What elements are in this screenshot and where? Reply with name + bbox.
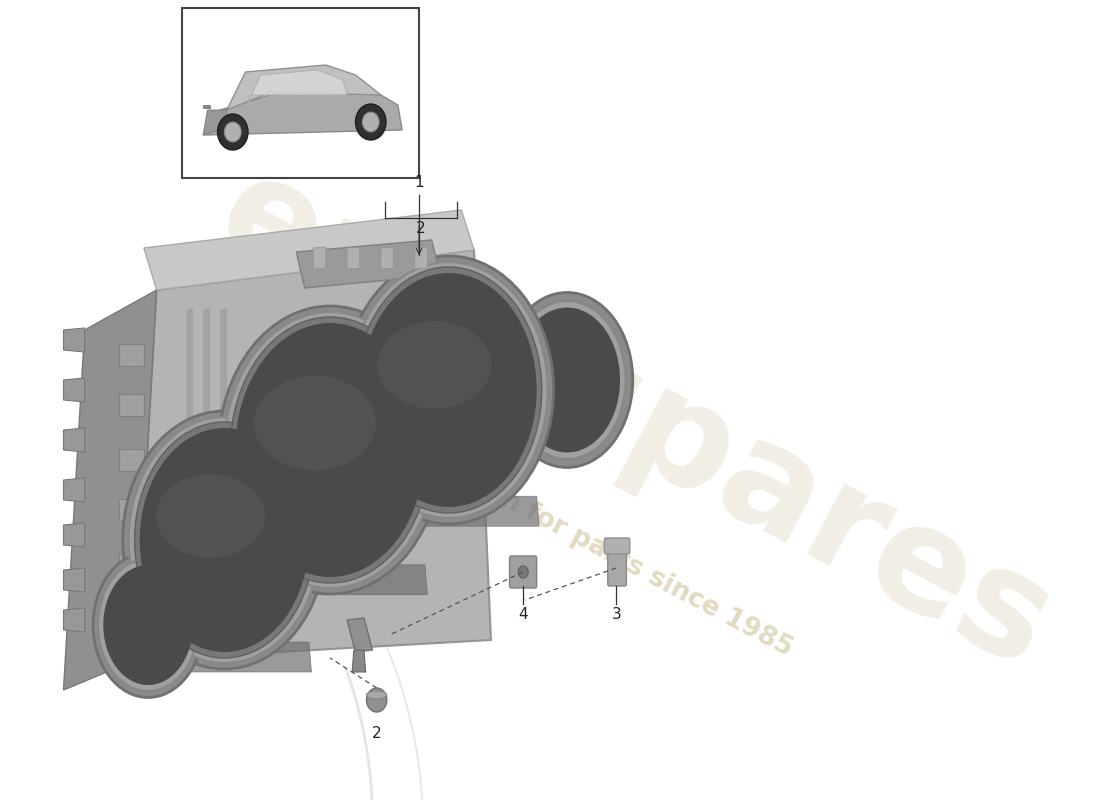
Ellipse shape <box>140 428 309 652</box>
Polygon shape <box>119 394 144 416</box>
Ellipse shape <box>514 307 620 453</box>
Polygon shape <box>64 478 85 502</box>
Text: 2: 2 <box>372 726 382 741</box>
Polygon shape <box>119 554 144 576</box>
Polygon shape <box>348 247 360 269</box>
Circle shape <box>224 122 241 142</box>
Polygon shape <box>352 650 365 672</box>
Ellipse shape <box>366 691 387 699</box>
Polygon shape <box>64 290 156 690</box>
Circle shape <box>218 114 248 150</box>
Ellipse shape <box>129 417 320 663</box>
Polygon shape <box>144 210 474 290</box>
Polygon shape <box>204 308 210 422</box>
Ellipse shape <box>350 262 548 518</box>
Circle shape <box>518 566 528 578</box>
Polygon shape <box>381 247 394 269</box>
Ellipse shape <box>377 322 492 409</box>
Polygon shape <box>233 565 428 594</box>
Polygon shape <box>204 110 227 135</box>
Ellipse shape <box>224 312 436 588</box>
Polygon shape <box>220 308 227 422</box>
Polygon shape <box>314 247 326 269</box>
FancyBboxPatch shape <box>608 544 626 586</box>
Text: 2: 2 <box>416 221 426 236</box>
Polygon shape <box>119 499 144 521</box>
Polygon shape <box>186 308 192 422</box>
Ellipse shape <box>156 474 265 558</box>
Polygon shape <box>64 608 85 632</box>
Ellipse shape <box>235 323 425 577</box>
Ellipse shape <box>355 267 541 513</box>
Polygon shape <box>119 344 144 366</box>
Text: 1: 1 <box>415 175 424 190</box>
Polygon shape <box>204 88 403 135</box>
Ellipse shape <box>343 256 553 524</box>
Text: 4: 4 <box>518 607 528 622</box>
Circle shape <box>355 104 386 140</box>
Ellipse shape <box>94 553 204 698</box>
Text: 3: 3 <box>612 607 621 622</box>
Polygon shape <box>248 70 348 105</box>
Bar <box>204 105 210 108</box>
Ellipse shape <box>254 376 376 470</box>
Polygon shape <box>64 328 85 352</box>
FancyBboxPatch shape <box>509 556 537 588</box>
Circle shape <box>362 112 380 132</box>
Text: a passion for parts since 1985: a passion for parts since 1985 <box>388 428 798 662</box>
Polygon shape <box>64 428 85 452</box>
Ellipse shape <box>103 565 192 685</box>
Polygon shape <box>119 449 144 471</box>
Polygon shape <box>348 618 373 652</box>
Circle shape <box>366 688 387 712</box>
Ellipse shape <box>508 301 626 459</box>
Polygon shape <box>359 496 539 526</box>
Polygon shape <box>138 642 311 672</box>
Polygon shape <box>64 523 85 547</box>
Ellipse shape <box>230 317 430 583</box>
Polygon shape <box>227 65 381 110</box>
Ellipse shape <box>98 559 198 691</box>
Polygon shape <box>415 247 428 269</box>
Polygon shape <box>135 250 491 660</box>
Ellipse shape <box>219 306 442 594</box>
Polygon shape <box>64 568 85 592</box>
Ellipse shape <box>123 411 326 669</box>
Polygon shape <box>296 240 440 288</box>
Polygon shape <box>64 378 85 402</box>
Ellipse shape <box>134 422 314 658</box>
Text: eurospares: eurospares <box>195 142 1075 698</box>
Bar <box>182 8 419 178</box>
FancyBboxPatch shape <box>604 538 630 554</box>
Ellipse shape <box>502 293 632 467</box>
Ellipse shape <box>361 273 537 507</box>
